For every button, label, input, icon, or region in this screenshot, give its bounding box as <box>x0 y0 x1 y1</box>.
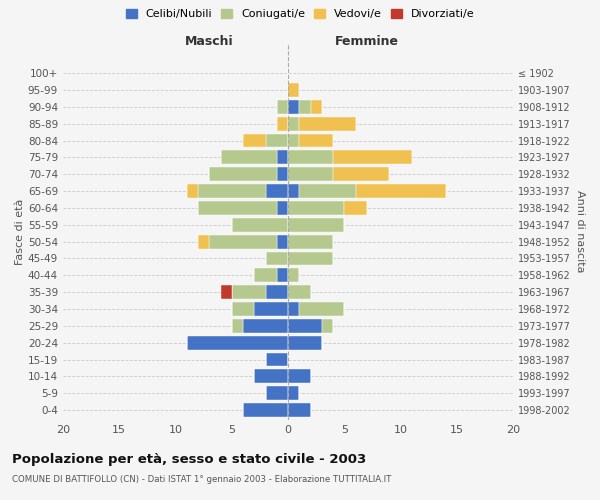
Bar <box>266 285 288 299</box>
Bar <box>187 336 288 349</box>
Bar <box>288 252 333 266</box>
Bar <box>288 319 322 332</box>
Text: COMUNE DI BATTIFOLLO (CN) - Dati ISTAT 1° gennaio 2003 - Elaborazione TUTTITALIA: COMUNE DI BATTIFOLLO (CN) - Dati ISTAT 1… <box>12 476 391 484</box>
Bar <box>299 117 356 130</box>
Bar <box>243 319 288 332</box>
Text: Popolazione per età, sesso e stato civile - 2003: Popolazione per età, sesso e stato civil… <box>12 452 366 466</box>
Bar <box>277 201 288 215</box>
Bar <box>299 134 333 147</box>
Bar <box>198 201 277 215</box>
Text: Femmine: Femmine <box>335 35 399 48</box>
Bar <box>266 184 288 198</box>
Bar <box>288 302 299 316</box>
Bar <box>277 168 288 181</box>
Bar <box>288 117 299 130</box>
Bar <box>288 268 299 282</box>
Bar <box>277 234 288 248</box>
Bar <box>198 234 209 248</box>
Y-axis label: Anni di nascita: Anni di nascita <box>575 190 585 272</box>
Bar <box>187 184 198 198</box>
Bar <box>311 100 322 114</box>
Bar <box>288 184 299 198</box>
Bar <box>277 150 288 164</box>
Bar <box>288 83 299 97</box>
Bar <box>299 100 311 114</box>
Bar <box>266 352 288 366</box>
Bar <box>344 201 367 215</box>
Bar <box>356 184 446 198</box>
Bar <box>288 134 299 147</box>
Bar <box>243 403 288 417</box>
Bar <box>277 268 288 282</box>
Bar <box>221 150 277 164</box>
Bar <box>288 218 344 232</box>
Bar <box>277 117 288 130</box>
Bar <box>288 201 344 215</box>
Bar <box>288 168 333 181</box>
Bar <box>266 252 288 266</box>
Bar <box>288 150 333 164</box>
Bar <box>288 285 311 299</box>
Bar <box>209 168 277 181</box>
Bar <box>333 168 389 181</box>
Bar <box>288 100 299 114</box>
Bar <box>232 218 288 232</box>
Bar <box>299 302 344 316</box>
Bar <box>333 150 412 164</box>
Bar <box>277 100 288 114</box>
Bar <box>288 336 322 349</box>
Bar <box>232 285 266 299</box>
Bar <box>232 319 243 332</box>
Bar <box>288 386 299 400</box>
Legend: Celibi/Nubili, Coniugati/e, Vedovi/e, Divorziati/e: Celibi/Nubili, Coniugati/e, Vedovi/e, Di… <box>122 6 478 22</box>
Bar <box>288 403 311 417</box>
Bar <box>198 184 266 198</box>
Bar <box>254 302 288 316</box>
Bar <box>266 134 288 147</box>
Bar <box>299 184 356 198</box>
Bar <box>209 234 277 248</box>
Bar <box>254 370 288 384</box>
Bar <box>288 370 311 384</box>
Bar <box>221 285 232 299</box>
Bar <box>243 134 266 147</box>
Bar <box>322 319 333 332</box>
Bar <box>288 234 333 248</box>
Bar <box>254 268 277 282</box>
Y-axis label: Fasce di età: Fasce di età <box>15 198 25 264</box>
Text: Maschi: Maschi <box>185 35 233 48</box>
Bar <box>266 386 288 400</box>
Bar <box>232 302 254 316</box>
